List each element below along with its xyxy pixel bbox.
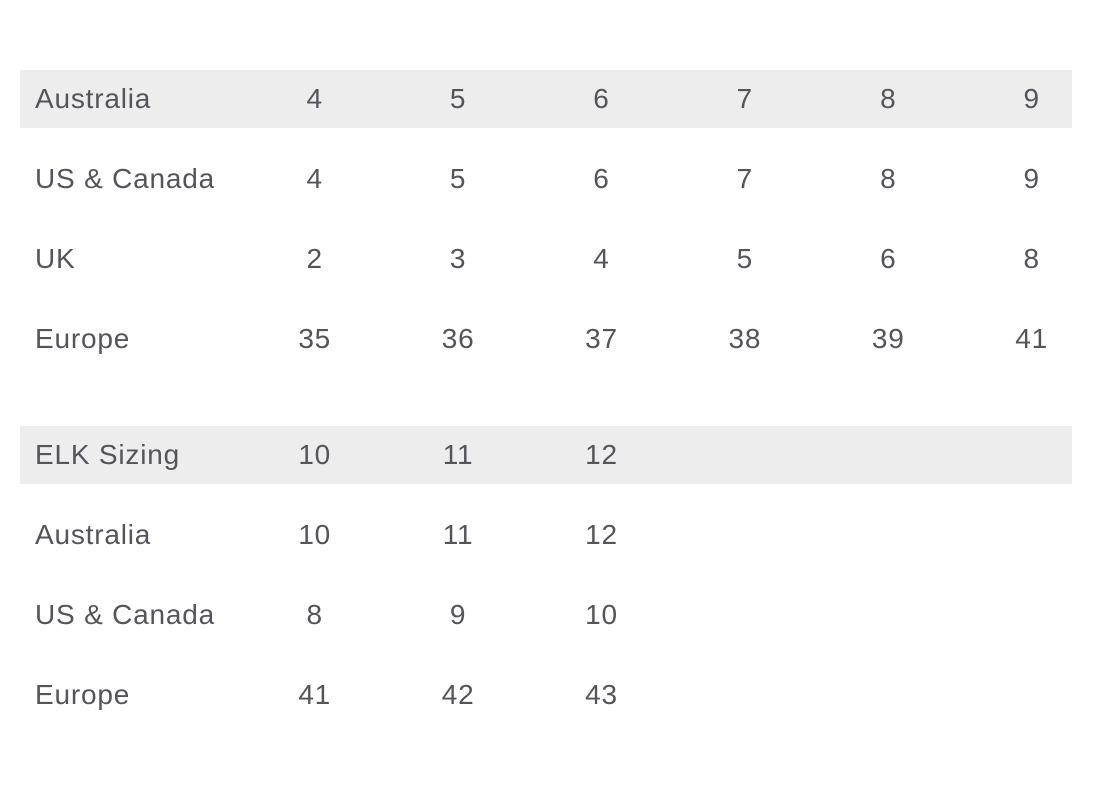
size-value: 9	[1023, 163, 1040, 194]
size-value: 37	[585, 323, 618, 354]
row-label: ELK Sizing	[35, 439, 180, 470]
size-value: 8	[1023, 243, 1040, 274]
size-value: 41	[298, 679, 332, 710]
size-value: 12	[585, 519, 618, 550]
row-label: Europe	[35, 679, 131, 710]
size-value: 6	[593, 163, 610, 194]
size-value: 4	[306, 83, 323, 114]
row-label: Australia	[35, 519, 152, 550]
size-value: 38	[728, 323, 762, 354]
size-value: 39	[871, 323, 905, 354]
size-value: 10	[298, 439, 332, 470]
size-value: 36	[441, 323, 475, 354]
row-label: UK	[35, 243, 76, 274]
size-value: 43	[585, 679, 618, 710]
size-value: 5	[449, 83, 467, 114]
size-value: 3	[449, 243, 467, 274]
size-value: 7	[736, 83, 754, 114]
size-value: 6	[593, 83, 610, 114]
size-value: 4	[593, 243, 610, 274]
size-value: 5	[736, 243, 754, 274]
size-value: 10	[298, 519, 332, 550]
size-value: 7	[736, 163, 754, 194]
table-row: US & Canada 8 9 10	[20, 586, 1072, 644]
table-header-row: Australia 4 5 6 7 8 9	[20, 70, 1072, 128]
size-value: 8	[880, 163, 897, 194]
table-row: Europe 35 36 37 38 39 41	[20, 310, 1072, 368]
size-value: 8	[306, 599, 323, 630]
table-row: Australia 10 11 12	[20, 506, 1072, 564]
size-value: 11	[442, 519, 474, 550]
size-value: 41	[1015, 323, 1049, 354]
size-value: 6	[880, 243, 897, 274]
size-value: 9	[449, 599, 467, 630]
size-tables-container: Australia 4 5 6 7 8 9 US & Canada 4 5 6 7 8 9 UK 2 3 4 5 6 8…	[20, 70, 1072, 724]
size-value: 8	[880, 83, 897, 114]
size-value: 12	[585, 439, 618, 470]
size-value: 10	[585, 599, 618, 630]
size-value: 42	[441, 679, 475, 710]
table-row: US & Canada 4 5 6 7 8 9	[20, 150, 1072, 208]
size-value: 9	[1023, 83, 1040, 114]
international-size-conversion-table: Australia 4 5 6 7 8 9 US & Canada 4 5 6 7 8 9 UK 2 3 4 5 6 8…	[20, 70, 1072, 368]
size-value: 11	[442, 439, 474, 470]
row-label: Australia	[35, 83, 152, 114]
table-row: UK 2 3 4 5 6 8	[20, 230, 1072, 288]
row-label: US & Canada	[35, 163, 216, 194]
row-label: Europe	[35, 323, 131, 354]
table-header-row: ELK Sizing 10 11 12	[20, 426, 1072, 484]
row-label: US & Canada	[35, 599, 216, 630]
size-value: 5	[449, 163, 467, 194]
table-row: Europe 41 42 43	[20, 666, 1072, 724]
elk-sizing-conversion-table: ELK Sizing 10 11 12 Australia 10 11 12 US & Cana…	[20, 426, 1072, 724]
size-value: 4	[306, 163, 323, 194]
size-value: 2	[306, 243, 323, 274]
size-value: 35	[298, 323, 332, 354]
